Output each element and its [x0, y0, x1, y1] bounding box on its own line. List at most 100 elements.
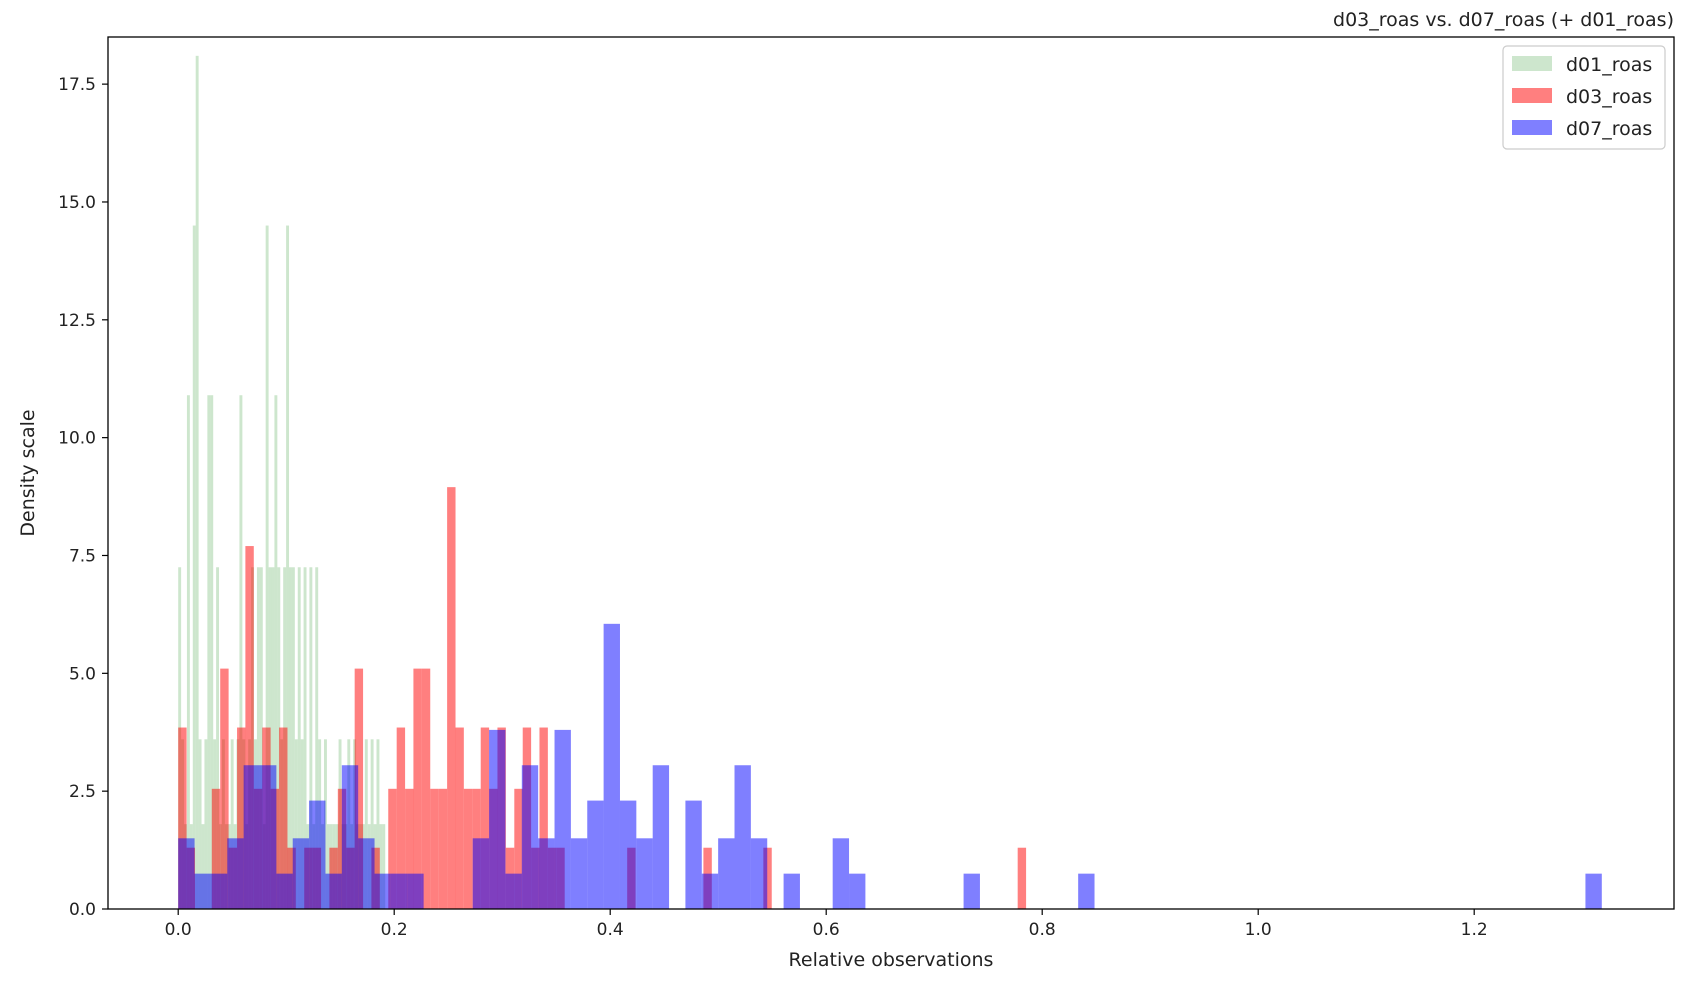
bar-d07-roas-25 — [587, 800, 604, 909]
y-tick-label-4: 10.0 — [58, 429, 96, 449]
bar-d01-roas-7 — [198, 739, 202, 909]
bar-d03-roas-29 — [421, 668, 431, 909]
bar-d07-roas-2 — [210, 873, 228, 909]
bar-d01-roas-6 — [195, 55, 199, 910]
bar-d07-roas-4 — [243, 765, 261, 909]
bar-d07-roas-18 — [472, 838, 490, 909]
y-tick-label-3: 7.5 — [69, 546, 96, 566]
bar-d03-roas-7 — [237, 727, 246, 909]
bar-d07-roas-9 — [325, 873, 342, 909]
bar-d01-roas-41 — [297, 567, 301, 909]
bar-d01-roas-11 — [210, 395, 214, 910]
bar-d03-roas-27 — [405, 788, 414, 909]
bar-d07-roas-31 — [685, 800, 702, 909]
bar-d07-roas-21 — [521, 765, 539, 909]
bar-d07-roas-8 — [309, 800, 326, 909]
x-tick-label-6: 1.2 — [1461, 920, 1488, 940]
legend-swatch-d01-roas — [1512, 56, 1552, 71]
bar-d01-roas-51 — [326, 824, 330, 909]
legend-swatch-d07-roas — [1512, 120, 1552, 135]
legend-label-d07-roas: d07_roas — [1566, 118, 1652, 140]
bar-d03-roas-49 — [763, 847, 772, 909]
bar-d07-roas-20 — [505, 873, 522, 909]
x-tick-label-3: 0.6 — [813, 920, 840, 940]
bar-d07-roas-11 — [358, 838, 375, 909]
bar-d07-roas-3 — [227, 838, 244, 909]
x-tick-label-5: 1.0 — [1245, 920, 1272, 940]
bar-d01-roas-28 — [259, 567, 263, 909]
bar-d01-roas-9 — [204, 739, 208, 909]
x-tick-label-1: 0.2 — [381, 920, 408, 940]
legend-swatch-d03-roas — [1512, 88, 1552, 103]
bar-d03-roas-26 — [396, 727, 406, 909]
bar-d03-roas-12 — [279, 727, 288, 909]
chart-title: d03_roas vs. d07_roas (+ d01_roas) — [1333, 9, 1674, 31]
legend: d01_roas d03_roas d07_roas — [1502, 45, 1666, 150]
y-axis: 0.0 2.5 5.0 7.5 10.0 12.5 15.0 17.5 — [58, 75, 108, 920]
bar-d01-roas-37 — [286, 225, 290, 910]
y-tick-label-2: 5.0 — [69, 664, 96, 684]
bars-layer — [178, 55, 1602, 910]
bar-d01-roas-45 — [309, 567, 313, 909]
x-tick-label-4: 0.8 — [1029, 920, 1056, 940]
bar-d03-roas-40 — [514, 788, 523, 909]
bar-d01-roas-38 — [289, 567, 292, 909]
y-tick-label-6: 15.0 — [58, 193, 96, 213]
bar-d07-roas-26 — [603, 623, 620, 909]
y-tick-label-7: 17.5 — [58, 75, 96, 95]
bar-d07-roas-27 — [619, 800, 637, 909]
plot-area-background — [108, 37, 1674, 909]
bar-d03-roas-36 — [480, 727, 490, 909]
bar-d03-roas-4 — [211, 788, 221, 909]
bar-d07-roas-23 — [554, 729, 571, 909]
bar-d03-roas-31 — [438, 788, 448, 909]
bar-d07-roas-19 — [489, 729, 506, 909]
bar-d07-roas-38 — [832, 838, 850, 909]
bar-d07-roas-6 — [276, 873, 293, 909]
bar-d03-roas-32 — [447, 487, 456, 909]
bar-d01-roas-32 — [271, 567, 275, 909]
bar-d07-roas-40 — [963, 873, 980, 909]
bar-d03-roas-33 — [455, 727, 464, 909]
bar-d01-roas-34 — [277, 567, 281, 909]
bar-d07-roas-29 — [652, 765, 670, 909]
y-tick-label-5: 12.5 — [58, 311, 96, 331]
bar-d07-roas-12 — [374, 873, 391, 909]
bar-d07-roas-13 — [390, 873, 408, 909]
bar-d07-roas-10 — [341, 765, 359, 909]
bar-d01-roas-42 — [300, 739, 304, 909]
bar-d07-roas-28 — [636, 838, 653, 909]
bar-d03-roas-28 — [413, 668, 422, 909]
bar-d07-roas-41 — [1078, 873, 1095, 909]
bar-d01-roas-3 — [186, 395, 190, 910]
legend-label-d01-roas: d01_roas — [1566, 54, 1652, 76]
bar-d01-roas-39 — [291, 567, 295, 909]
y-tick-label-0: 0.0 — [69, 900, 96, 920]
bar-d03-roas-25 — [388, 788, 397, 909]
bar-d07-roas-1 — [194, 873, 211, 909]
bar-d01-roas-13 — [216, 567, 220, 909]
bar-d07-roas-24 — [570, 838, 588, 909]
bar-d01-roas-21 — [239, 395, 243, 910]
bar-d07-roas-33 — [718, 838, 735, 909]
bar-d01-roas-69 — [379, 824, 383, 909]
bar-d03-roas-34 — [463, 788, 473, 909]
bar-d07-roas-37 — [783, 873, 800, 909]
bar-d07-roas-34 — [734, 765, 751, 909]
x-axis: 0.0 0.2 0.4 0.6 0.8 1.0 1.2 — [165, 909, 1488, 940]
bar-d07-roas-0 — [178, 838, 195, 909]
bar-d03-roas-50 — [1017, 847, 1027, 909]
x-tick-label-2: 0.4 — [597, 920, 624, 940]
bar-d01-roas-5 — [192, 225, 196, 910]
bar-d01-roas-30 — [265, 225, 269, 910]
legend-label-d03-roas: d03_roas — [1566, 86, 1652, 108]
bar-d07-roas-14 — [407, 873, 424, 909]
bar-d01-roas-43 — [303, 567, 307, 909]
bar-d03-roas-30 — [430, 788, 439, 909]
x-tick-label-0: 0.0 — [165, 920, 192, 940]
bar-d03-roas-0 — [178, 727, 187, 909]
x-axis-label: Relative observations — [789, 949, 994, 971]
y-axis-label: Density scale — [17, 409, 39, 536]
bar-d01-roas-70 — [382, 824, 386, 909]
